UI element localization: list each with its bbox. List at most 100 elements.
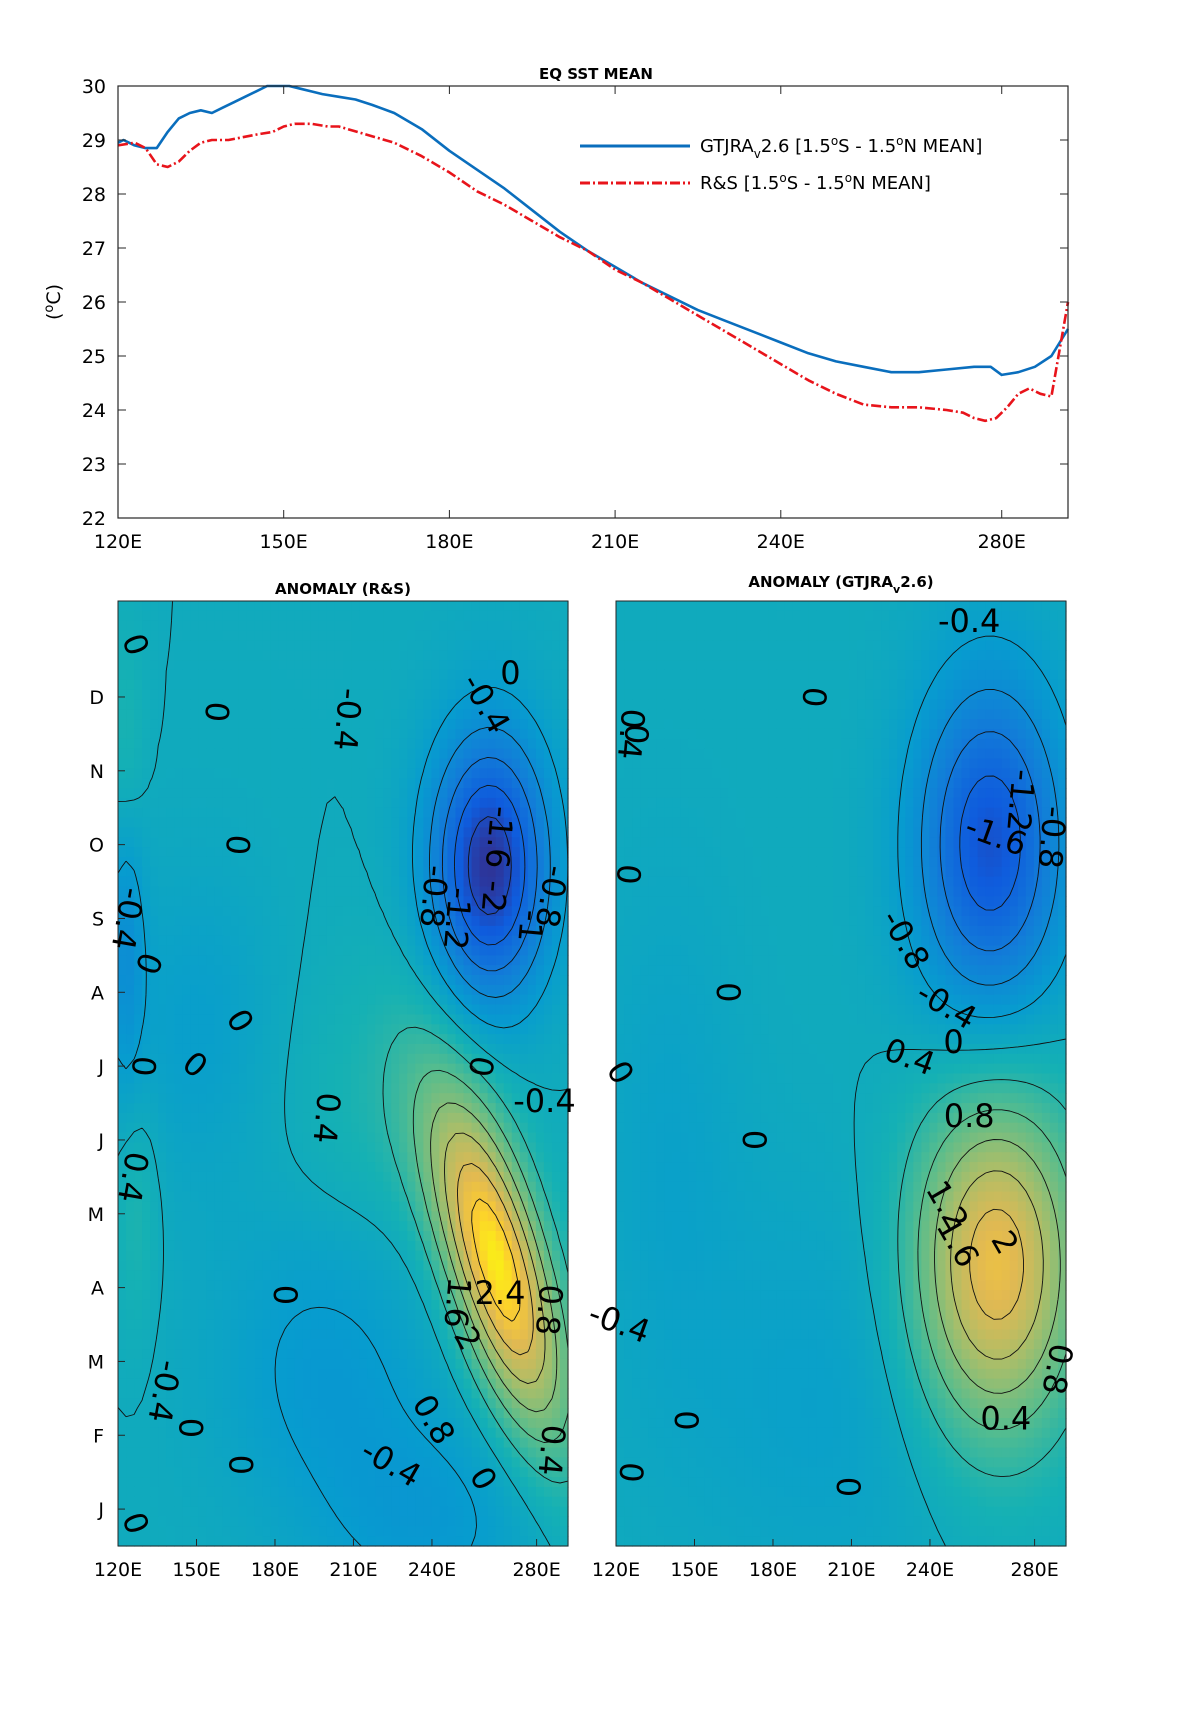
rs-cell [142, 640, 151, 651]
rs-cell [198, 1053, 207, 1065]
rs-cell [206, 1437, 216, 1449]
rs-cell [423, 1034, 432, 1045]
rs-cell [302, 847, 312, 858]
rs-cell [222, 1132, 232, 1143]
rs-cell [503, 797, 513, 809]
rs-cell [142, 788, 151, 799]
rs-cell [431, 660, 441, 671]
rs-cell [447, 965, 457, 976]
rs-cell [230, 1250, 240, 1262]
rs-cell [174, 876, 183, 888]
rs-cell [270, 827, 280, 838]
rs-cell [278, 1339, 288, 1350]
rs-cell [150, 945, 159, 956]
rs-cell [270, 945, 280, 956]
rs-cell [471, 876, 481, 888]
rs-cell [535, 1112, 545, 1124]
rs-cell [455, 876, 465, 888]
rs-cell [399, 1378, 408, 1390]
rs-cell [367, 945, 376, 956]
rs-cell [238, 768, 248, 779]
rs-cell [126, 1171, 135, 1183]
rs-cell [334, 1358, 344, 1370]
rs-cell [230, 935, 240, 947]
rs-cell [527, 827, 537, 838]
rs-cell [519, 994, 529, 1006]
rs-cell [214, 807, 224, 819]
rs-cell [230, 1447, 240, 1458]
rs-cell [407, 1339, 416, 1350]
rs-cell [519, 1093, 529, 1104]
rs-cell [310, 699, 320, 710]
rs-cell [479, 837, 489, 848]
rs-cell [463, 660, 473, 671]
rs-cell [270, 1162, 280, 1173]
rs-cell [487, 1093, 497, 1104]
rs-cell [447, 1378, 457, 1390]
rs-cell [294, 1083, 304, 1094]
rs-cell [158, 1388, 167, 1399]
rs-cell [198, 1309, 207, 1321]
rs-cell [503, 640, 513, 651]
rs-cell [455, 1053, 465, 1065]
rs-cell [142, 738, 151, 750]
rs-cell [206, 1043, 216, 1055]
rs-cell [190, 1250, 199, 1262]
rs-cell [359, 630, 368, 641]
rs-cell [559, 1437, 569, 1449]
rs-cell [174, 610, 183, 622]
rs-cell [343, 1240, 352, 1252]
rs-cell [158, 1457, 167, 1468]
rs-cell [431, 1014, 441, 1025]
rs-cell [214, 935, 224, 947]
rs-cell [519, 1339, 529, 1350]
rs-cell [559, 719, 569, 730]
rs-cell [166, 1398, 175, 1409]
rs-cell [471, 1093, 481, 1104]
rs-cell [254, 1122, 264, 1134]
rs-cell [334, 1329, 344, 1340]
rs-cell [238, 1290, 248, 1301]
rs-cell [326, 817, 336, 828]
rs-cell [294, 807, 304, 819]
rs-cell [166, 1270, 175, 1281]
rs-cell [359, 1447, 368, 1458]
rs-cell [230, 955, 240, 966]
rs-cell [182, 866, 191, 878]
rs-cell [302, 975, 312, 986]
rs-cell [206, 896, 216, 907]
rs-cell [495, 876, 505, 888]
rs-cell [423, 1093, 432, 1104]
rs-cell [126, 1181, 135, 1193]
rs-cell [190, 1447, 199, 1458]
rs-cell [222, 1063, 232, 1075]
rs-cell [415, 1408, 424, 1419]
rs-cell [326, 1349, 336, 1360]
rs-cell [455, 1378, 465, 1390]
rs-cell [326, 640, 336, 651]
rs-cell [150, 837, 159, 848]
rs-cell [359, 1024, 368, 1035]
rs-cell [182, 1142, 191, 1153]
rs-cell [302, 1260, 312, 1271]
rs-cell [334, 1457, 344, 1468]
rs-cell [479, 807, 489, 819]
rs-cell [431, 1418, 441, 1429]
rs-cell [415, 886, 424, 897]
rs-cell [142, 1319, 151, 1331]
rs-cell [391, 788, 400, 799]
rs-cell [158, 788, 167, 799]
rs-cell [495, 1418, 505, 1429]
rs-cell [391, 1043, 400, 1055]
rs-cell [142, 620, 151, 632]
rs-cell [222, 837, 232, 848]
rs-cell [447, 1083, 457, 1094]
rs-cell [431, 768, 441, 779]
rs-cell [166, 1349, 175, 1360]
rs-cell [431, 1319, 441, 1331]
rs-cell [334, 1014, 344, 1025]
rs-cell [527, 1408, 537, 1419]
rs-cell [471, 866, 481, 878]
rs-cell [118, 669, 127, 681]
rs-cell [519, 1043, 529, 1055]
